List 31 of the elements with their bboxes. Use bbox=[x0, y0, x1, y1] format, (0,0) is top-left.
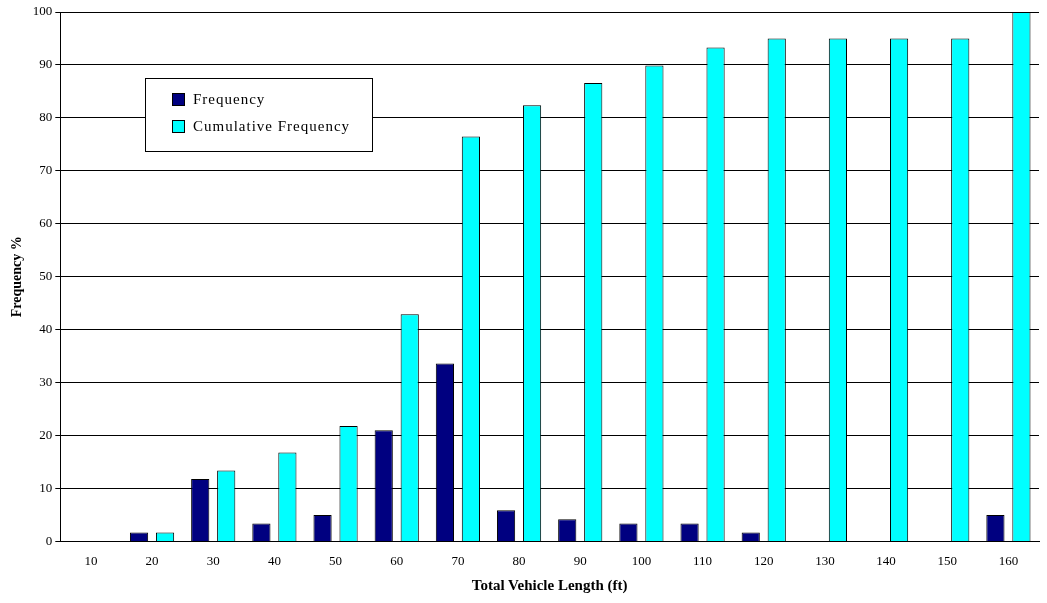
y-tick-label: 20 bbox=[39, 426, 53, 442]
y-tick-label: 100 bbox=[32, 3, 53, 19]
x-tick-label: 30 bbox=[206, 552, 220, 568]
x-tick-label: 100 bbox=[631, 552, 652, 568]
legend-label: Frequency bbox=[193, 91, 266, 108]
y-tick-label: 60 bbox=[39, 215, 53, 231]
x-tick-label: 120 bbox=[753, 552, 774, 568]
x-tick-label: 130 bbox=[815, 552, 835, 568]
x-tick-label: 40 bbox=[267, 552, 281, 568]
x-tick-label: 10 bbox=[84, 552, 98, 568]
legend-label: Cumulative Frequency bbox=[193, 118, 351, 135]
x-tick-label: 50 bbox=[329, 552, 343, 568]
y-tick-label: 0 bbox=[45, 532, 53, 548]
x-tick-label: 70 bbox=[451, 552, 465, 568]
y-tick-label: 40 bbox=[39, 321, 53, 337]
y-axis-title: Frequency % bbox=[9, 236, 25, 318]
x-tick-label: 60 bbox=[390, 552, 404, 568]
x-tick-label: 140 bbox=[876, 552, 896, 568]
x-tick-label: 160 bbox=[998, 552, 1019, 568]
y-tick-label: 50 bbox=[39, 268, 53, 284]
y-tick-label: 10 bbox=[39, 479, 53, 495]
y-tick-label: 70 bbox=[39, 162, 53, 178]
x-tick-label: 20 bbox=[145, 552, 159, 568]
y-tick-label: 90 bbox=[39, 56, 53, 72]
x-axis-title: Total Vehicle Length (ft) bbox=[471, 576, 628, 594]
y-tick-label: 80 bbox=[39, 109, 53, 125]
x-tick-label: 80 bbox=[512, 552, 526, 568]
y-tick-label: 30 bbox=[39, 374, 53, 389]
x-tick-label: 110 bbox=[693, 552, 713, 568]
x-tick-label: 150 bbox=[937, 552, 957, 568]
x-tick-label: 90 bbox=[573, 552, 587, 568]
